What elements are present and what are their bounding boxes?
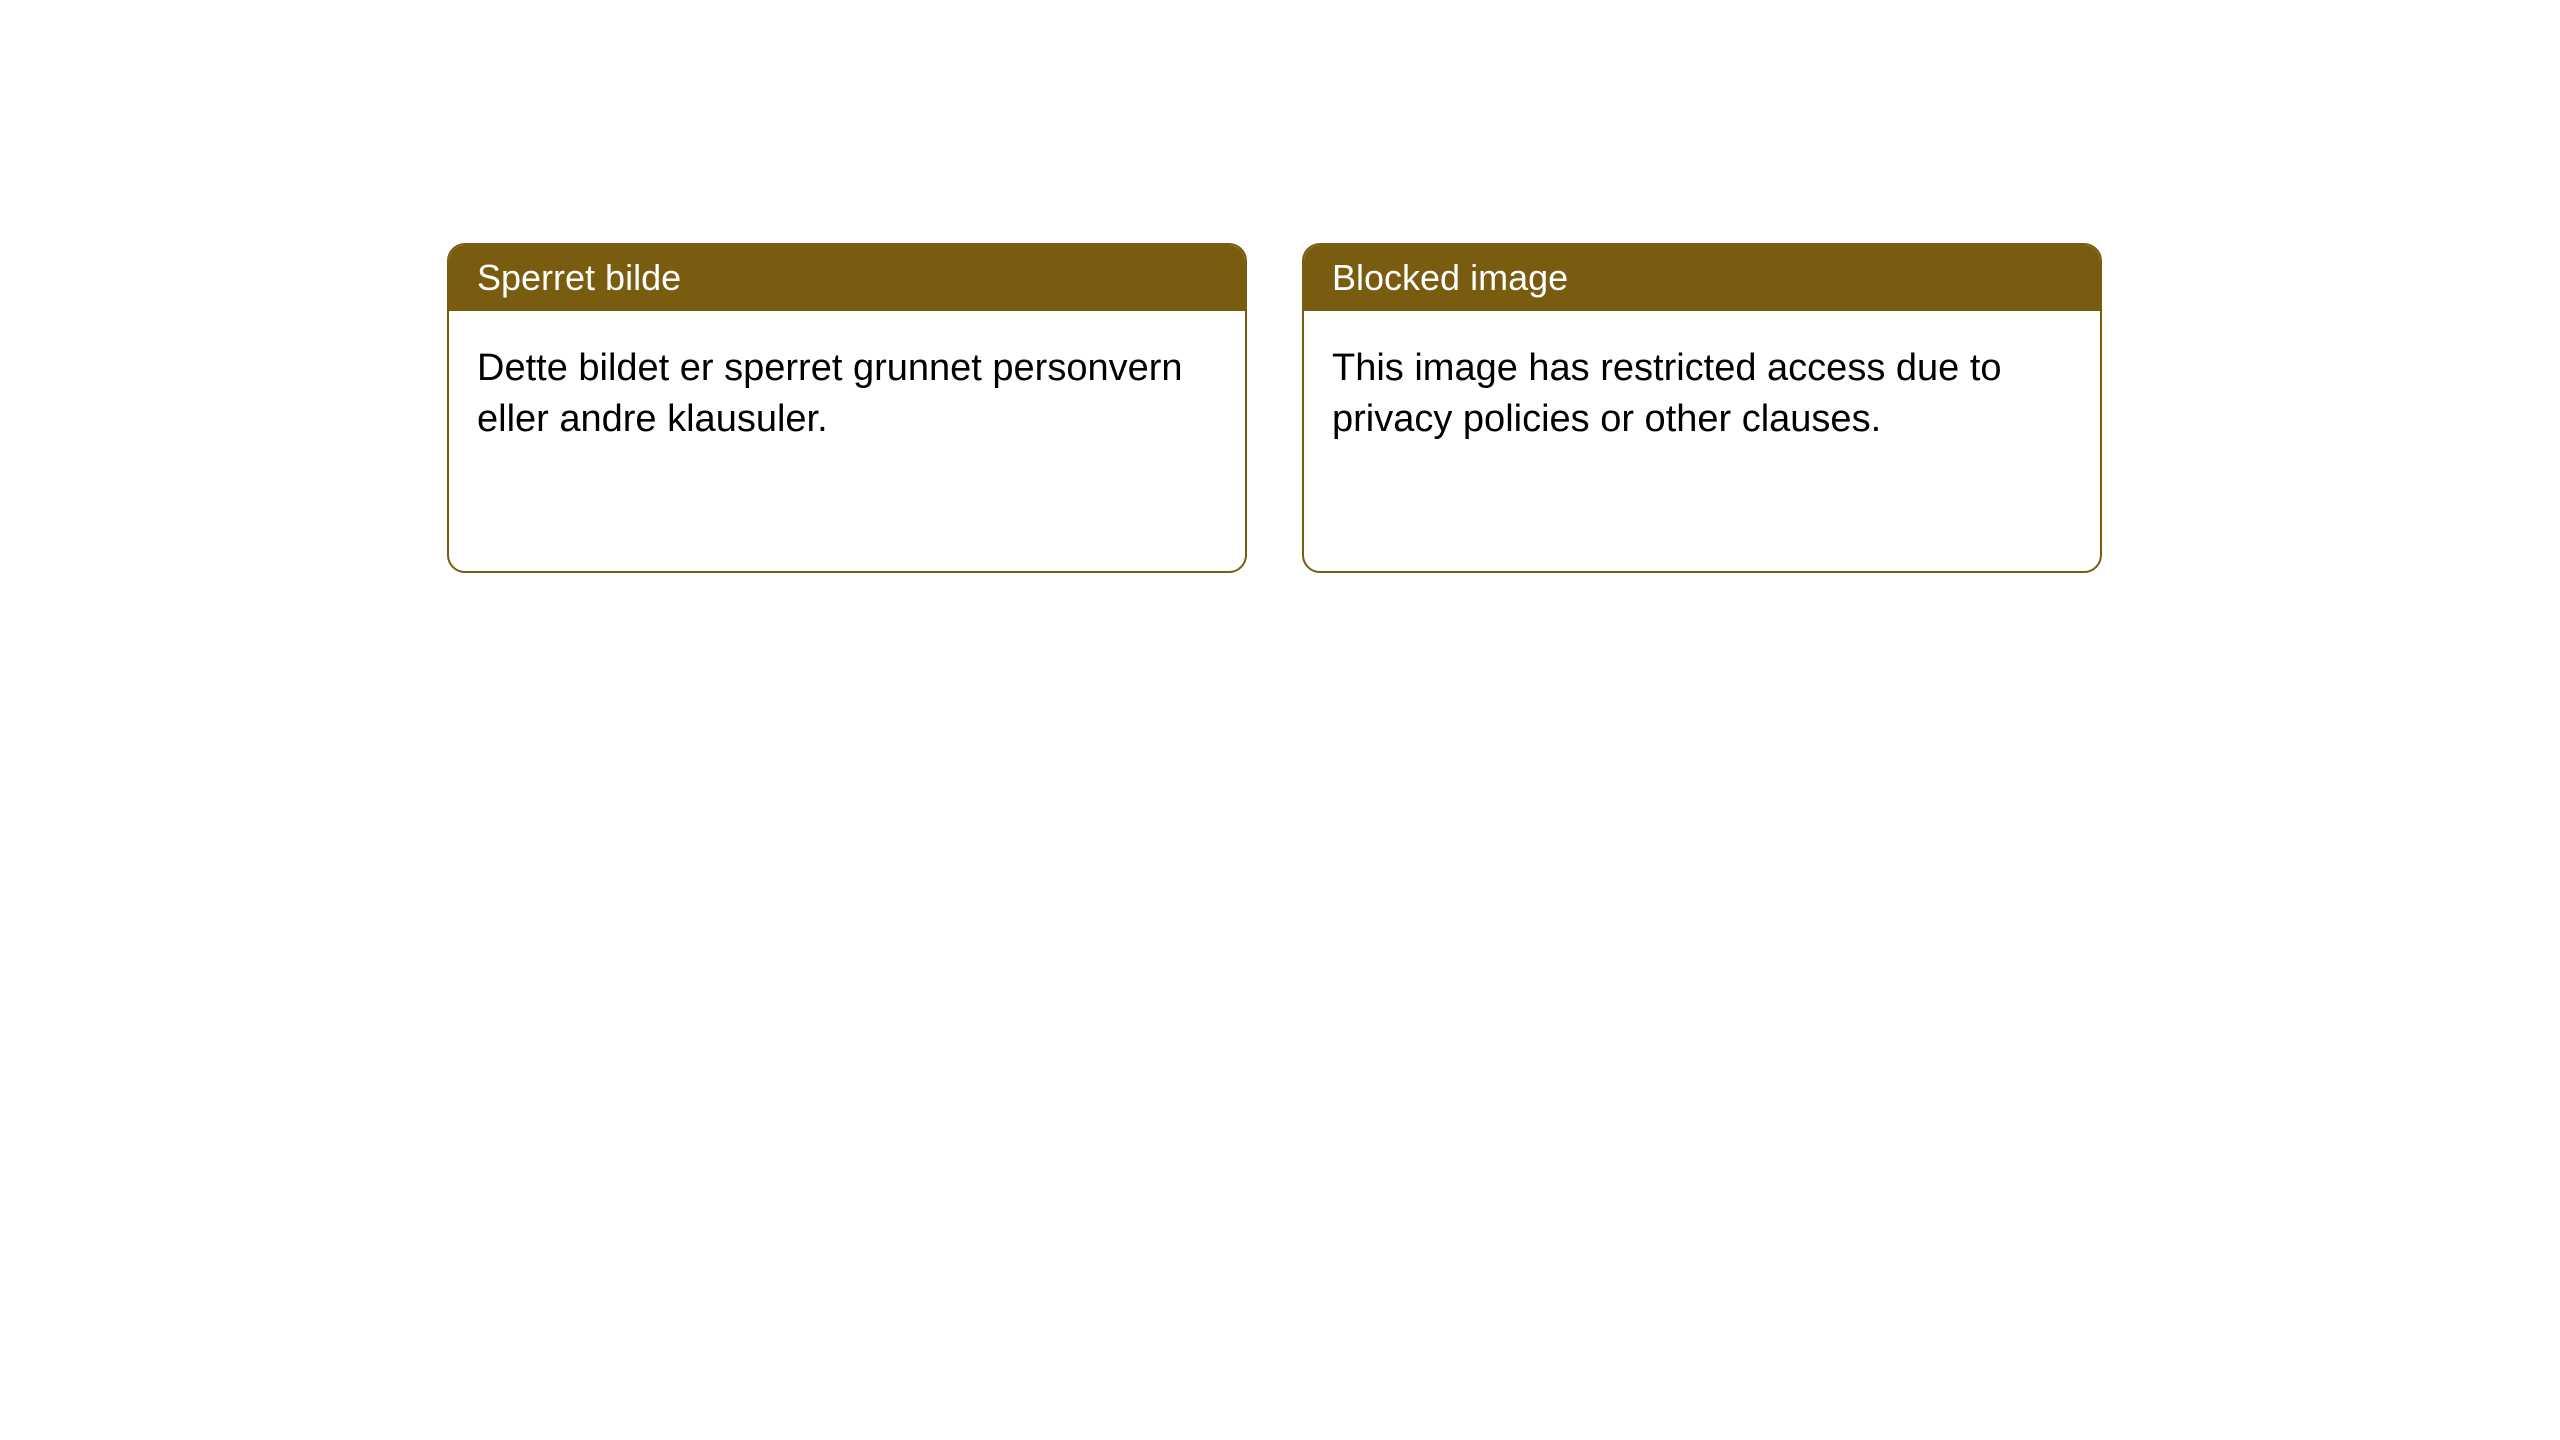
- notice-container: Sperret bilde Dette bildet er sperret gr…: [0, 0, 2560, 573]
- notice-body-text: This image has restricted access due to …: [1332, 347, 2002, 440]
- notice-title: Blocked image: [1332, 257, 1568, 298]
- notice-card-norwegian: Sperret bilde Dette bildet er sperret gr…: [447, 243, 1247, 573]
- notice-body-text: Dette bildet er sperret grunnet personve…: [477, 347, 1183, 440]
- notice-title: Sperret bilde: [477, 257, 681, 298]
- notice-header: Blocked image: [1304, 245, 2100, 311]
- notice-body: Dette bildet er sperret grunnet personve…: [449, 311, 1245, 571]
- notice-header: Sperret bilde: [449, 245, 1245, 311]
- notice-body: This image has restricted access due to …: [1304, 311, 2100, 571]
- notice-card-english: Blocked image This image has restricted …: [1302, 243, 2102, 573]
